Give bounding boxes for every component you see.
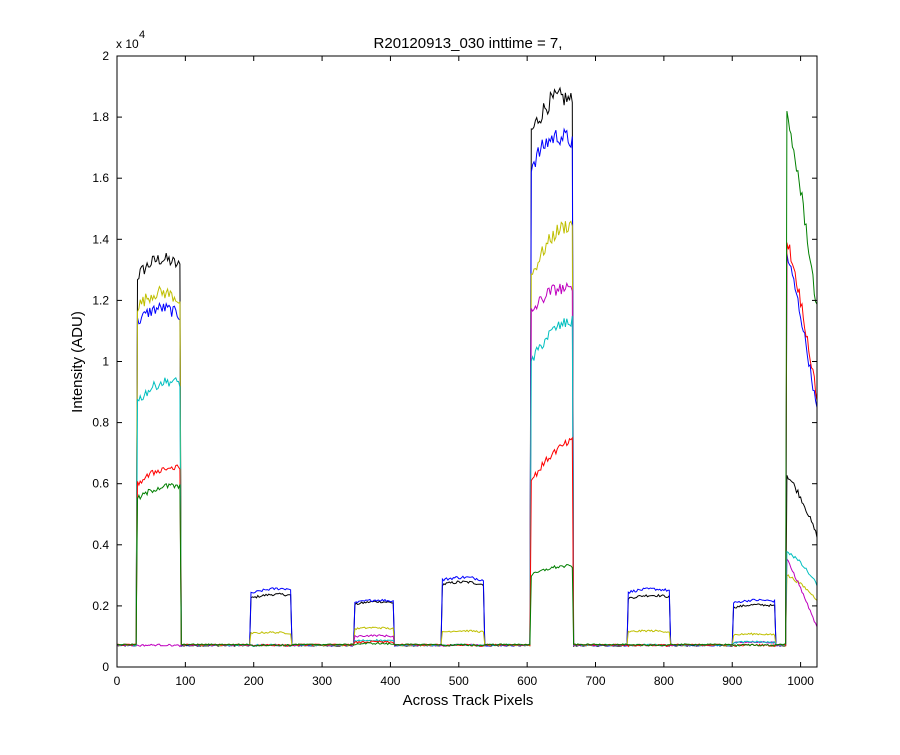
x-tick-label: 700 (586, 674, 606, 688)
series-line (116, 242, 818, 648)
x-tick-label: 500 (449, 674, 469, 688)
series-line (116, 86, 818, 648)
x-axis-label: Across Track Pixels (403, 692, 534, 709)
y-tick-label: 1.6 (92, 171, 109, 185)
y-tick-label: 0.4 (92, 538, 109, 552)
y-axis: 0 0.2 0.4 0.6 0.8 1 1.2 1.4 1.6 1.8 2 (92, 49, 817, 674)
y-tick-label: 0.6 (92, 477, 109, 491)
x-tick-label: 900 (722, 674, 742, 688)
x-tick-label: 300 (312, 674, 332, 688)
x-tick-label: 800 (654, 674, 674, 688)
x-axis: 0 100 200 300 400 500 600 700 800 900 1000 (114, 56, 814, 688)
y-tick-label: 0 (102, 660, 109, 674)
series-line (116, 281, 818, 648)
y-axis-label: Intensity (ADU) (69, 311, 86, 413)
y-tick-label: 0.2 (92, 599, 109, 613)
y-tick-label: 1 (102, 355, 109, 369)
y-exponent-base: x 10 (116, 37, 139, 51)
x-tick-label: 400 (380, 674, 400, 688)
series-line (116, 127, 818, 647)
plot-frame (116, 55, 818, 668)
y-tick-label: 2 (102, 49, 109, 63)
x-tick-label: 200 (244, 674, 264, 688)
x-tick-label: 600 (517, 674, 537, 688)
y-tick-label: 1.2 (92, 293, 109, 307)
chart-title: R20120913_030 inttime = 7, (374, 35, 563, 52)
series-line (116, 315, 818, 648)
y-tick-label: 0.8 (92, 416, 109, 430)
x-tick-label: 0 (114, 674, 121, 688)
series-line (116, 111, 818, 647)
y-tick-label: 1.4 (92, 232, 109, 246)
y-tick-label: 1.8 (92, 110, 109, 124)
y-exponent-power: 4 (139, 29, 145, 41)
plot-lines (116, 86, 818, 648)
x-tick-label: 100 (175, 674, 195, 688)
x-tick-label: 1000 (787, 674, 814, 688)
